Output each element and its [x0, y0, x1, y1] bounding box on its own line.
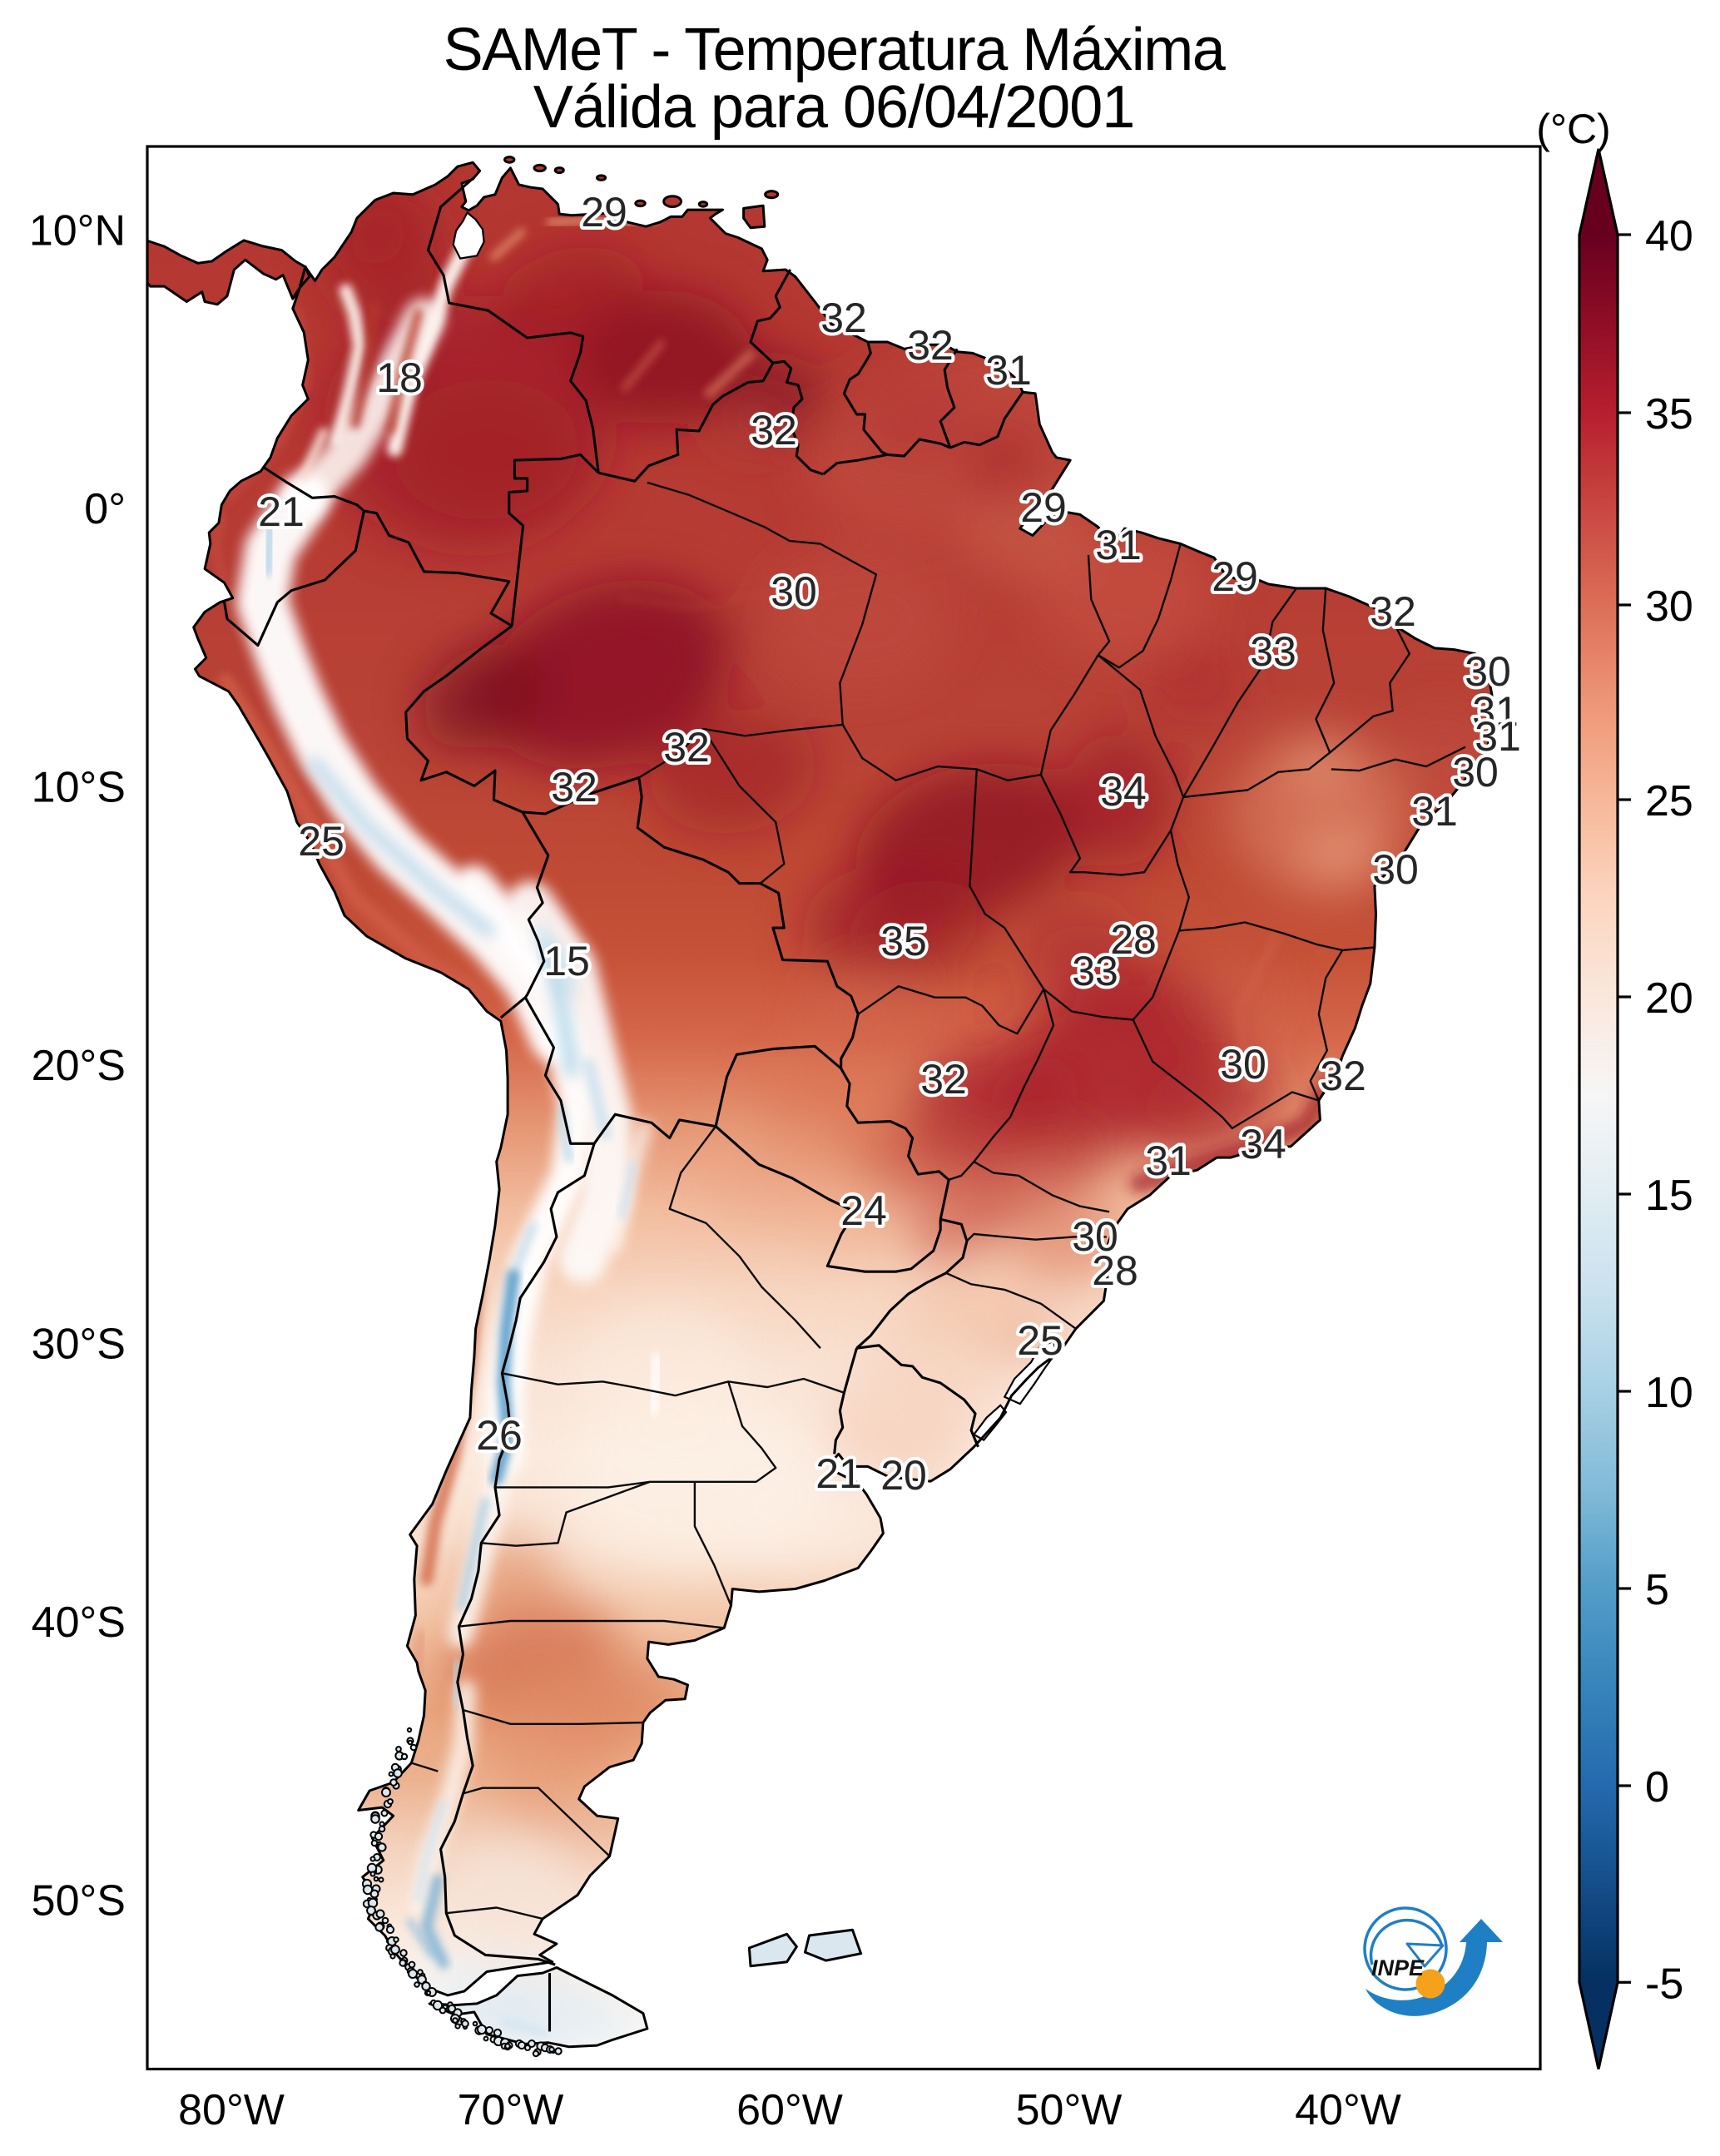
svg-text:35: 35 [1645, 390, 1693, 439]
svg-text:31: 31 [1411, 788, 1458, 835]
svg-text:32: 32 [820, 295, 867, 341]
svg-text:25: 25 [298, 818, 344, 865]
svg-text:28: 28 [1110, 916, 1157, 963]
svg-text:21: 21 [258, 488, 305, 535]
svg-text:31: 31 [985, 347, 1032, 394]
svg-text:10°S: 10°S [32, 764, 126, 812]
svg-text:25: 25 [1017, 1317, 1063, 1364]
svg-text:29: 29 [1020, 484, 1067, 531]
svg-text:24: 24 [840, 1187, 887, 1234]
svg-text:29: 29 [1212, 553, 1258, 600]
svg-text:18: 18 [376, 354, 423, 401]
svg-text:20: 20 [1645, 974, 1693, 1023]
svg-text:29: 29 [581, 189, 627, 235]
svg-text:32: 32 [751, 407, 797, 454]
svg-text:26: 26 [476, 1412, 523, 1459]
svg-text:32: 32 [1370, 588, 1416, 635]
svg-text:0°: 0° [84, 485, 126, 533]
svg-text:5: 5 [1645, 1566, 1669, 1614]
svg-text:33: 33 [1072, 948, 1118, 994]
svg-text:INPE: INPE [1371, 1955, 1425, 1980]
svg-text:40: 40 [1645, 212, 1693, 260]
svg-text:32: 32 [663, 724, 710, 771]
svg-text:34: 34 [1240, 1121, 1286, 1167]
svg-text:35: 35 [880, 918, 927, 964]
svg-text:34: 34 [1100, 768, 1147, 815]
svg-text:40°S: 40°S [32, 1598, 126, 1647]
svg-text:30: 30 [1645, 582, 1693, 631]
svg-text:31: 31 [1472, 688, 1519, 735]
svg-text:30: 30 [771, 568, 817, 615]
svg-text:30: 30 [1465, 648, 1511, 695]
svg-text:70°W: 70°W [458, 2086, 564, 2134]
svg-text:50°W: 50°W [1016, 2086, 1123, 2134]
svg-text:-5: -5 [1645, 1960, 1683, 2008]
svg-text:0: 0 [1645, 1763, 1669, 1812]
svg-text:20°S: 20°S [32, 1042, 126, 1090]
svg-text:(°C): (°C) [1536, 106, 1610, 152]
svg-text:31: 31 [1475, 713, 1521, 760]
svg-text:50°S: 50°S [32, 1877, 126, 1926]
svg-text:Válida para 06/04/2001: Válida para 06/04/2001 [533, 74, 1135, 141]
svg-text:15: 15 [543, 938, 590, 984]
svg-text:21: 21 [815, 1450, 862, 1497]
svg-text:31: 31 [1145, 1137, 1192, 1184]
svg-text:32: 32 [907, 322, 954, 369]
svg-text:15: 15 [1645, 1172, 1693, 1220]
svg-text:40°W: 40°W [1295, 2086, 1401, 2134]
svg-text:30: 30 [1372, 846, 1419, 893]
svg-text:25: 25 [1645, 777, 1693, 825]
svg-text:30: 30 [1452, 749, 1499, 795]
svg-text:32: 32 [1320, 1053, 1366, 1099]
svg-text:10: 10 [1645, 1369, 1693, 1417]
svg-text:32: 32 [551, 764, 597, 810]
svg-text:20: 20 [880, 1452, 927, 1499]
svg-text:30: 30 [1072, 1213, 1118, 1260]
svg-text:31: 31 [1095, 522, 1142, 568]
svg-text:30: 30 [1220, 1041, 1266, 1088]
svg-text:80°W: 80°W [178, 2086, 285, 2134]
svg-text:28: 28 [1092, 1247, 1138, 1294]
svg-text:10°N: 10°N [29, 207, 126, 255]
svg-text:33: 33 [1250, 628, 1296, 675]
svg-text:32: 32 [920, 1056, 967, 1103]
svg-text:30°S: 30°S [32, 1321, 126, 1369]
svg-text:60°W: 60°W [736, 2086, 843, 2134]
svg-text:SAMeT - Temperatura Máxima: SAMeT - Temperatura Máxima [444, 17, 1227, 83]
